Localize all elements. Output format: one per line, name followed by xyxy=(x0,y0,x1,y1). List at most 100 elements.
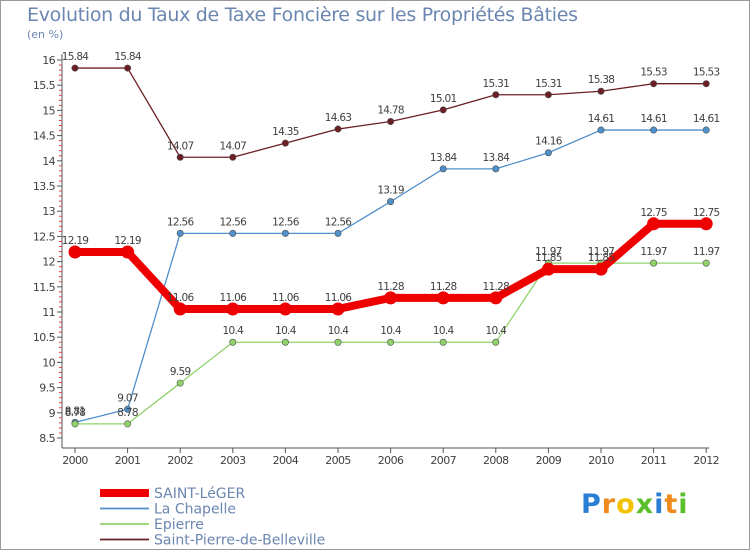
data-label: 10.4 xyxy=(380,325,402,337)
data-point xyxy=(544,91,552,99)
data-label: 11.06 xyxy=(325,292,353,304)
data-label: 15.53 xyxy=(640,67,667,79)
data-label: 11.97 xyxy=(693,246,720,258)
x-tick-label: 2007 xyxy=(430,454,456,467)
y-tick-label: 13 xyxy=(42,205,55,218)
data-label: 8.78 xyxy=(117,407,138,419)
data-label: 9.59 xyxy=(170,366,191,378)
x-tick-label: 2002 xyxy=(167,454,193,467)
data-label: 8.81 xyxy=(65,405,86,417)
data-point xyxy=(176,229,184,237)
data-point xyxy=(176,153,184,161)
data-point xyxy=(334,125,342,133)
logo-letter: x xyxy=(635,489,655,520)
data-point xyxy=(492,165,500,173)
y-tick-label: 12.5 xyxy=(33,230,56,243)
data-label: 10.4 xyxy=(223,325,245,337)
data-label: 10.4 xyxy=(328,325,350,337)
legend-label: Saint-Pierre-de-Belleville xyxy=(154,533,325,549)
data-label: 15.31 xyxy=(483,78,510,90)
data-point xyxy=(281,229,289,237)
data-point xyxy=(173,302,187,316)
chart-title: Evolution du Taux de Taxe Foncière sur l… xyxy=(27,4,578,26)
series-line xyxy=(74,129,707,424)
data-point xyxy=(229,153,237,161)
y-tick-label: 15.5 xyxy=(33,79,56,92)
unit-label: (en %) xyxy=(27,28,64,41)
data-point xyxy=(71,64,79,72)
data-label: 11.28 xyxy=(377,281,404,293)
data-label: 15.38 xyxy=(588,74,615,86)
x-tick-label: 2011 xyxy=(641,454,667,467)
data-point xyxy=(492,91,500,99)
data-label: 12.56 xyxy=(272,216,300,228)
data-point xyxy=(439,106,447,114)
data-label: 12.19 xyxy=(62,235,89,247)
data-label: 13.84 xyxy=(430,152,458,164)
data-point xyxy=(489,291,503,305)
data-point xyxy=(544,149,552,157)
data-point xyxy=(71,420,79,428)
data-point xyxy=(647,217,661,231)
axes: 8.5 9 9.5 10 10.5 11 11.5 12 12.5 13 13.5 14 14.5 15 1… xyxy=(33,54,720,467)
data-labels: 15.84 15.84 14.07 14.07 14.35 14.63 14.78 15.01… xyxy=(62,51,720,419)
data-point xyxy=(229,229,237,237)
x-tick-label: 2003 xyxy=(220,454,246,467)
data-label: 14.61 xyxy=(640,113,667,125)
data-label: 11.97 xyxy=(640,246,667,258)
data-point xyxy=(650,80,658,88)
x-tick-label: 2008 xyxy=(483,454,509,467)
data-point xyxy=(124,64,132,72)
y-tick-label: 9.5 xyxy=(39,382,55,395)
logo-letter: i xyxy=(678,489,689,520)
y-tick-label: 11 xyxy=(42,306,55,319)
data-label: 13.19 xyxy=(377,185,404,197)
data-point xyxy=(68,245,82,259)
data-point xyxy=(541,262,555,276)
data-point xyxy=(702,126,710,134)
data-point xyxy=(594,262,608,276)
data-label: 11.06 xyxy=(167,292,195,304)
logo-letter: r xyxy=(601,489,617,520)
data-point xyxy=(176,379,184,387)
y-tick-label: 10 xyxy=(42,356,55,369)
data-label: 8.78 xyxy=(65,407,86,419)
data-point xyxy=(597,126,605,134)
data-point xyxy=(597,87,605,95)
data-label: 12.56 xyxy=(220,216,248,228)
data-point xyxy=(278,302,292,316)
data-point xyxy=(124,405,132,413)
data-label: 10.4 xyxy=(433,325,455,337)
data-label: 15.84 xyxy=(114,51,142,63)
data-label: 12.75 xyxy=(693,207,720,219)
y-tick-label: 12 xyxy=(42,256,55,269)
data-label: 11.97 xyxy=(535,246,562,258)
data-point xyxy=(226,302,240,316)
data-label: 14.78 xyxy=(377,104,404,116)
data-point xyxy=(334,229,342,237)
data-label: 15.31 xyxy=(535,78,562,90)
legend-label: La Chapelle xyxy=(154,502,236,518)
proxiti-logo: Proxiti xyxy=(581,489,689,520)
data-label: 15.01 xyxy=(430,93,457,105)
data-label: 14.35 xyxy=(272,126,299,138)
data-point xyxy=(384,291,398,305)
y-tick-label: 15 xyxy=(42,104,55,117)
data-label: 11.97 xyxy=(588,246,615,258)
data-label: 10.4 xyxy=(486,325,508,337)
data-point xyxy=(281,139,289,147)
data-point xyxy=(492,338,500,346)
y-tick-label: 16 xyxy=(42,54,55,67)
data-point xyxy=(281,338,289,346)
logo-letter: t xyxy=(664,489,679,520)
x-tick-label: 2006 xyxy=(378,454,404,467)
data-label: 11.06 xyxy=(220,292,248,304)
y-tick-label: 14 xyxy=(42,155,55,168)
data-label: 15.53 xyxy=(693,67,720,79)
x-tick-label: 2005 xyxy=(325,454,351,467)
data-label: 14.63 xyxy=(325,112,352,124)
data-point xyxy=(387,117,395,125)
data-point xyxy=(229,338,237,346)
